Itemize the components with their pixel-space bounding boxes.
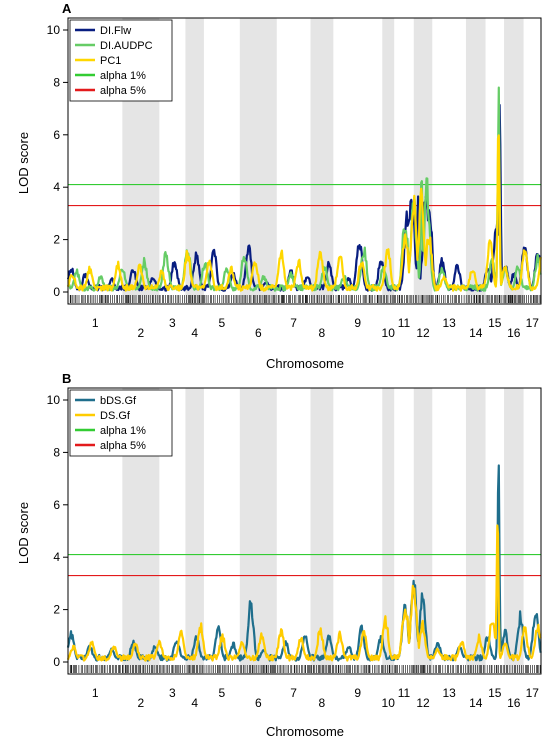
y-tick-label: 8 — [53, 75, 60, 89]
legend-entry: PC1 — [100, 55, 121, 67]
plot-frame — [67, 387, 542, 675]
x-tick-label: 7 — [290, 686, 297, 700]
chromosome-band-16 — [504, 388, 524, 674]
legend-entry: alpha 1% — [100, 425, 146, 437]
legend-entry: DS.Gf — [100, 410, 131, 422]
plot-frame — [67, 17, 542, 305]
x-tick-label: 16 — [507, 696, 521, 710]
chromosome-band-4 — [185, 388, 204, 674]
x-tick-label: 6 — [255, 696, 262, 710]
x-tick-label: 15 — [488, 316, 502, 330]
x-tick-label: 14 — [469, 696, 483, 710]
chromosome-bands — [122, 388, 524, 674]
x-tick-label: 10 — [382, 696, 396, 710]
legend: DI.Flw DI.AUDPC PC1 alpha 1% alpha 5% — [69, 19, 173, 102]
x-tick-label: 2 — [138, 696, 145, 710]
x-tick-label: 4 — [191, 326, 198, 340]
x-tick-label: 13 — [442, 316, 456, 330]
y-tick-label: 0 — [53, 285, 60, 299]
x-tick-label: 15 — [488, 686, 502, 700]
y-tick-label: 6 — [53, 498, 60, 512]
x-axis-label: Chromosome — [266, 356, 344, 370]
chromosome-band-10 — [382, 18, 395, 304]
x-tick-label: 2 — [138, 326, 145, 340]
chromosome-band-4 — [185, 18, 204, 304]
legend-entry: alpha 5% — [100, 85, 146, 97]
chromosome-band-14 — [465, 388, 486, 674]
x-tick-label: 7 — [290, 316, 297, 330]
series-line-pc1 — [66, 134, 542, 292]
x-tick-label: 8 — [319, 326, 326, 340]
legend-entry: DI.Flw — [100, 25, 131, 37]
y-tick-label: 4 — [53, 180, 60, 194]
chromosome-band-10 — [382, 388, 395, 674]
x-tick-label: 11 — [398, 686, 411, 700]
legend: bDS.Gf DS.Gf alpha 1% alpha 5% — [69, 389, 173, 457]
x-tick-label: 5 — [219, 316, 226, 330]
x-tick-label: 12 — [416, 696, 430, 710]
x-tick-label: 3 — [169, 686, 176, 700]
x-tick-label: 14 — [469, 326, 483, 340]
panel-label: A — [62, 1, 72, 16]
x-tick-label: 10 — [382, 326, 396, 340]
x-tick-label: 5 — [219, 686, 226, 700]
chromosome-band-6 — [239, 388, 277, 674]
y-axis: 0 2 4 6 8 10 — [47, 393, 68, 669]
x-tick-label: 9 — [354, 316, 361, 330]
y-tick-label: 4 — [53, 550, 60, 564]
x-tick-label: 17 — [526, 316, 540, 330]
y-tick-label: 2 — [53, 233, 60, 247]
legend-entry: bDS.Gf — [100, 395, 137, 407]
x-tick-label: 13 — [442, 686, 456, 700]
chromosome-band-8 — [310, 18, 334, 304]
chromosome-band-16 — [504, 18, 524, 304]
legend-entry: DI.AUDPC — [100, 40, 153, 52]
threshold-lines — [68, 553, 541, 577]
threshold-lines — [68, 183, 541, 207]
y-axis-label: LOD score — [16, 502, 31, 564]
chromosome-band-8 — [310, 388, 334, 674]
chromosome-band-12 — [413, 388, 433, 674]
panel-label: B — [62, 371, 71, 386]
x-tick-label: 3 — [169, 316, 176, 330]
x-tick-label: 4 — [191, 696, 198, 710]
x-tick-label: 8 — [319, 696, 326, 710]
y-tick-label: 10 — [47, 393, 61, 407]
series-lines — [66, 464, 542, 662]
y-axis-label: LOD score — [16, 132, 31, 194]
chromosome-band-14 — [465, 18, 486, 304]
y-tick-label: 10 — [47, 23, 61, 37]
legend-entry: alpha 5% — [100, 440, 146, 452]
series-lines — [66, 86, 542, 292]
x-tick-label: 1 — [92, 316, 99, 330]
y-tick-label: 2 — [53, 603, 60, 617]
y-tick-label: 8 — [53, 445, 60, 459]
x-tick-label: 16 — [507, 326, 521, 340]
x-tick-label: 12 — [416, 326, 430, 340]
y-tick-label: 0 — [53, 655, 60, 669]
x-tick-label: 9 — [354, 686, 361, 700]
y-tick-label: 6 — [53, 128, 60, 142]
y-axis: 0 2 4 6 8 10 — [47, 23, 68, 299]
x-axis-label: Chromosome — [266, 724, 344, 739]
x-tick-label: 17 — [526, 686, 540, 700]
x-tick-label: 11 — [398, 316, 411, 330]
x-tick-label: 1 — [92, 686, 99, 700]
x-tick-label: 6 — [255, 326, 262, 340]
series-line-ds-gf — [66, 524, 542, 662]
legend-entry: alpha 1% — [100, 70, 146, 82]
